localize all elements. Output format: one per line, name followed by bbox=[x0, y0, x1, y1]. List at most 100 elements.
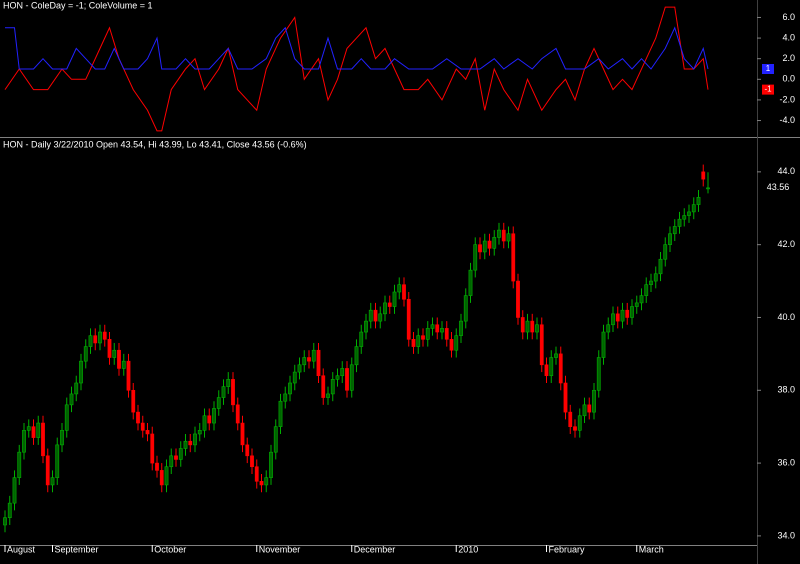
candle-body bbox=[364, 320, 368, 333]
candle-body bbox=[207, 415, 212, 424]
candle-body bbox=[45, 455, 50, 486]
candle-body bbox=[273, 426, 278, 453]
candle-body bbox=[468, 269, 473, 296]
candle-body bbox=[169, 455, 174, 468]
candle-body bbox=[397, 284, 402, 293]
candle-body bbox=[88, 335, 93, 347]
candle-body bbox=[653, 273, 658, 282]
candle-body bbox=[117, 349, 121, 369]
candle-body bbox=[212, 408, 216, 424]
candle-body bbox=[473, 244, 478, 271]
candle-body bbox=[558, 353, 563, 384]
candle-body bbox=[406, 298, 411, 340]
candle-body bbox=[482, 240, 487, 253]
candle-body bbox=[283, 393, 288, 402]
candle-body bbox=[606, 324, 611, 333]
y-tick-label: 42.0 bbox=[777, 239, 795, 249]
candle-body bbox=[539, 324, 544, 366]
candle-body bbox=[259, 480, 264, 486]
candle-body bbox=[596, 357, 601, 391]
x-tick-label: October bbox=[154, 544, 186, 554]
candle-body bbox=[535, 324, 539, 333]
candle-body bbox=[444, 328, 449, 340]
candle-body bbox=[373, 309, 378, 322]
candle-body bbox=[506, 233, 511, 242]
y-tick-label: 34.0 bbox=[777, 530, 795, 540]
candle-body bbox=[231, 379, 235, 406]
y-tick-label: 4.0 bbox=[782, 32, 795, 42]
candle-body bbox=[416, 335, 421, 347]
candle-body bbox=[663, 244, 668, 260]
candle-body bbox=[7, 502, 12, 518]
candle-body bbox=[102, 331, 107, 340]
candle-body bbox=[392, 291, 397, 307]
candle-body bbox=[525, 320, 530, 333]
candle-body bbox=[592, 389, 596, 413]
candle-body bbox=[530, 320, 535, 333]
candle-body bbox=[12, 477, 17, 504]
candle-body bbox=[354, 346, 359, 366]
candle-body bbox=[55, 444, 60, 478]
candle-body bbox=[682, 215, 687, 220]
candle-body bbox=[544, 364, 549, 377]
candle-body bbox=[311, 349, 316, 362]
candle-body bbox=[240, 422, 245, 446]
candle-body bbox=[245, 444, 250, 457]
candle-body bbox=[307, 357, 311, 362]
candle-body bbox=[345, 368, 349, 391]
candle-body bbox=[449, 339, 454, 351]
candle-body bbox=[202, 415, 207, 431]
candle-body bbox=[677, 218, 682, 227]
candle-body bbox=[668, 233, 672, 245]
candle-body bbox=[421, 335, 425, 340]
candle-body bbox=[425, 328, 430, 340]
y-tick-label: 6.0 bbox=[782, 12, 795, 22]
candle-body bbox=[478, 244, 482, 253]
candle-body bbox=[601, 331, 606, 358]
candle-body bbox=[402, 284, 406, 300]
candle-body bbox=[554, 353, 558, 358]
candle-body bbox=[321, 375, 326, 398]
candle-body bbox=[368, 309, 373, 322]
candle-body bbox=[411, 339, 416, 347]
price-title: HON - Daily 3/22/2010 Open 43.54, Hi 43.… bbox=[3, 139, 307, 149]
candle-body bbox=[292, 371, 297, 384]
candle-body bbox=[349, 364, 354, 391]
candle-body bbox=[587, 404, 592, 413]
candle-body bbox=[568, 411, 573, 427]
candle-body bbox=[520, 317, 525, 333]
candle-body bbox=[69, 393, 74, 406]
candle-body bbox=[250, 455, 254, 468]
candle-body bbox=[620, 309, 625, 322]
candle-body bbox=[178, 448, 183, 460]
candle-body bbox=[107, 339, 112, 358]
candle-body bbox=[634, 302, 639, 307]
candle-body bbox=[41, 422, 45, 457]
x-tick-label: August bbox=[7, 544, 36, 554]
candle-body bbox=[264, 477, 269, 486]
candle-body bbox=[454, 335, 459, 351]
candle-body bbox=[60, 430, 64, 446]
candle-body bbox=[136, 411, 140, 424]
candle-body bbox=[126, 360, 131, 391]
candle-body bbox=[326, 393, 330, 398]
candle-body bbox=[639, 295, 644, 304]
candle-body bbox=[22, 430, 26, 453]
candle-body bbox=[3, 517, 7, 526]
candle-body bbox=[435, 324, 440, 333]
candle-body bbox=[98, 331, 102, 344]
candle-body bbox=[387, 302, 392, 307]
candle-body bbox=[164, 466, 169, 486]
candle-body bbox=[430, 324, 435, 329]
candle-body bbox=[197, 430, 202, 435]
candle-body bbox=[26, 426, 31, 431]
candle-body bbox=[696, 197, 701, 205]
candle-body bbox=[335, 375, 340, 380]
x-tick-label: December bbox=[354, 544, 396, 554]
candle-body bbox=[577, 415, 582, 431]
last-value-label: -1 bbox=[764, 85, 772, 94]
candle-body bbox=[615, 313, 620, 322]
candle-body bbox=[644, 284, 649, 296]
candle-body bbox=[50, 477, 55, 486]
